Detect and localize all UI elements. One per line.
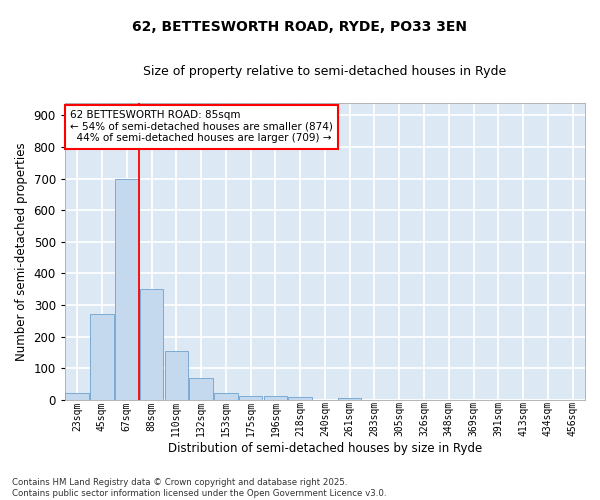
Bar <box>239 396 262 400</box>
Y-axis label: Number of semi-detached properties: Number of semi-detached properties <box>15 142 28 360</box>
Bar <box>190 378 213 400</box>
Text: 62 BETTESWORTH ROAD: 85sqm
← 54% of semi-detached houses are smaller (874)
  44%: 62 BETTESWORTH ROAD: 85sqm ← 54% of semi… <box>70 110 333 144</box>
Bar <box>65 394 89 400</box>
Bar <box>115 178 139 400</box>
Bar <box>90 314 114 400</box>
Bar <box>214 393 238 400</box>
Title: Size of property relative to semi-detached houses in Ryde: Size of property relative to semi-detach… <box>143 65 506 78</box>
Bar <box>289 398 312 400</box>
X-axis label: Distribution of semi-detached houses by size in Ryde: Distribution of semi-detached houses by … <box>168 442 482 455</box>
Bar <box>263 396 287 400</box>
Bar <box>338 398 361 400</box>
Text: Contains HM Land Registry data © Crown copyright and database right 2025.
Contai: Contains HM Land Registry data © Crown c… <box>12 478 386 498</box>
Text: 62, BETTESWORTH ROAD, RYDE, PO33 3EN: 62, BETTESWORTH ROAD, RYDE, PO33 3EN <box>133 20 467 34</box>
Bar <box>140 289 163 400</box>
Bar <box>164 351 188 400</box>
